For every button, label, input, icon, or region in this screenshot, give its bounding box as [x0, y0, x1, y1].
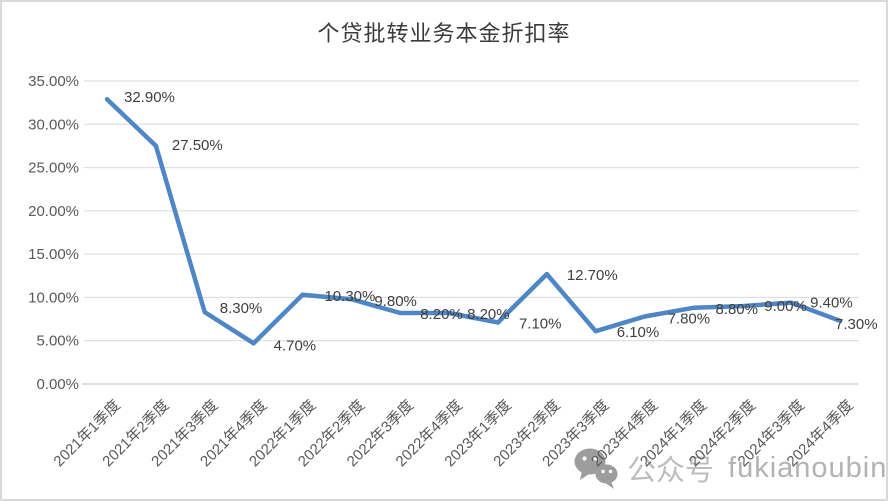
y-axis-tick-label: 20.00%: [28, 203, 79, 220]
data-label: 6.10%: [617, 324, 660, 341]
watermark: 公众号 fukianoubin: [573, 446, 888, 490]
y-axis-tick-label: 25.00%: [28, 160, 79, 177]
y-axis-tick-label: 15.00%: [28, 246, 79, 263]
wechat-icon: [574, 448, 618, 489]
data-label: 9.80%: [374, 293, 417, 310]
data-label: 8.20%: [420, 306, 463, 323]
data-label: 7.80%: [668, 310, 711, 327]
y-axis-tick-label: 0.00%: [36, 376, 79, 393]
data-label: 9.00%: [764, 298, 807, 315]
data-label: 8.80%: [715, 301, 758, 318]
data-label: 32.90%: [124, 89, 175, 106]
data-label: 4.70%: [274, 337, 317, 354]
data-label: 8.30%: [220, 300, 263, 317]
y-axis-tick-label: 10.00%: [28, 289, 79, 306]
watermark-account: fukianoubin: [728, 451, 888, 484]
y-axis-tick-label: 35.00%: [28, 73, 79, 90]
data-label: 27.50%: [172, 137, 223, 154]
y-axis-tick-label: 5.00%: [36, 333, 79, 350]
watermark-label: 公众号: [627, 455, 715, 487]
data-label: 9.40%: [810, 295, 853, 312]
data-label: 12.70%: [567, 267, 618, 284]
y-axis-tick-label: 30.00%: [28, 116, 79, 133]
series-line: [104, 96, 843, 346]
data-label: 7.30%: [835, 316, 878, 333]
data-label: 7.10%: [519, 316, 562, 333]
data-label: 10.30%: [324, 288, 375, 305]
chart-title: 个贷批转业务本金折扣率: [317, 21, 571, 46]
data-label: 8.20%: [467, 306, 510, 323]
